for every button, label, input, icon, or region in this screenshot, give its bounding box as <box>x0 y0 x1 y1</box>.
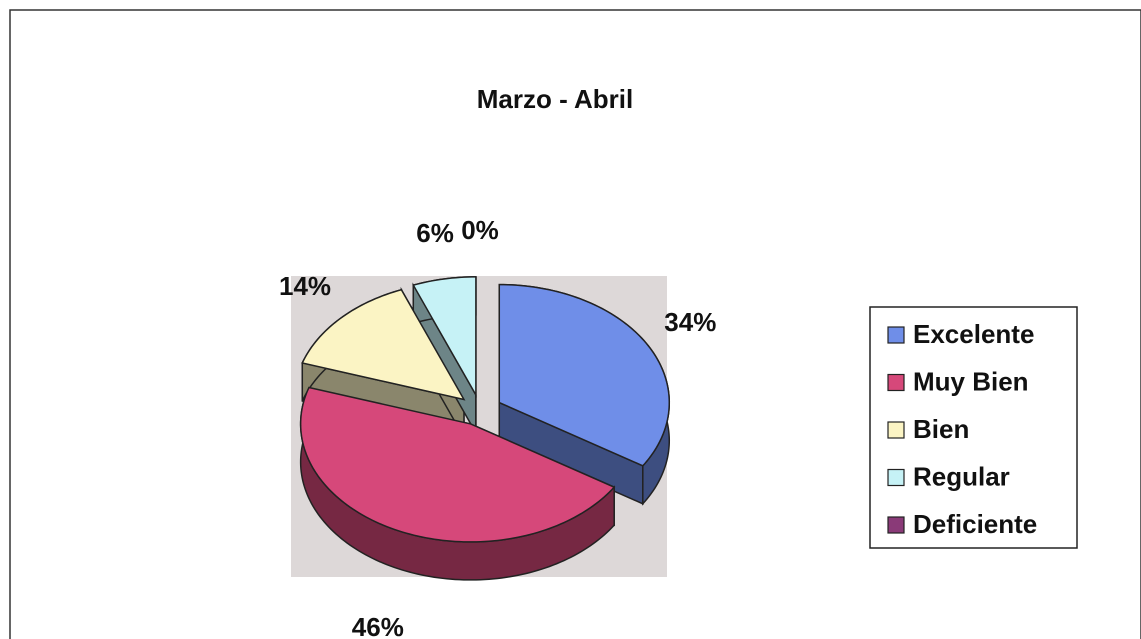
slice <box>301 288 466 401</box>
chart-title: Marzo - Abril <box>477 84 633 114</box>
legend-label: Deficiente <box>913 509 1037 539</box>
legend-label: Muy Bien <box>913 366 1029 396</box>
legend-label: Regular <box>913 461 1010 491</box>
data-label: 34% <box>664 307 716 337</box>
legend-label: Excelente <box>913 319 1034 349</box>
slice <box>412 276 477 398</box>
legend-swatch <box>887 421 905 439</box>
legend-swatch <box>887 373 905 392</box>
legend-swatch <box>887 326 905 344</box>
data-label: 6% <box>416 218 454 248</box>
data-label: 0% <box>461 215 499 245</box>
legend-label: Bien <box>913 414 969 444</box>
legend-swatch <box>887 468 905 487</box>
legend-swatch <box>887 516 905 534</box>
data-label: 14% <box>279 271 331 301</box>
slice <box>498 283 671 467</box>
data-label: 46% <box>352 612 404 639</box>
slice <box>299 386 616 543</box>
